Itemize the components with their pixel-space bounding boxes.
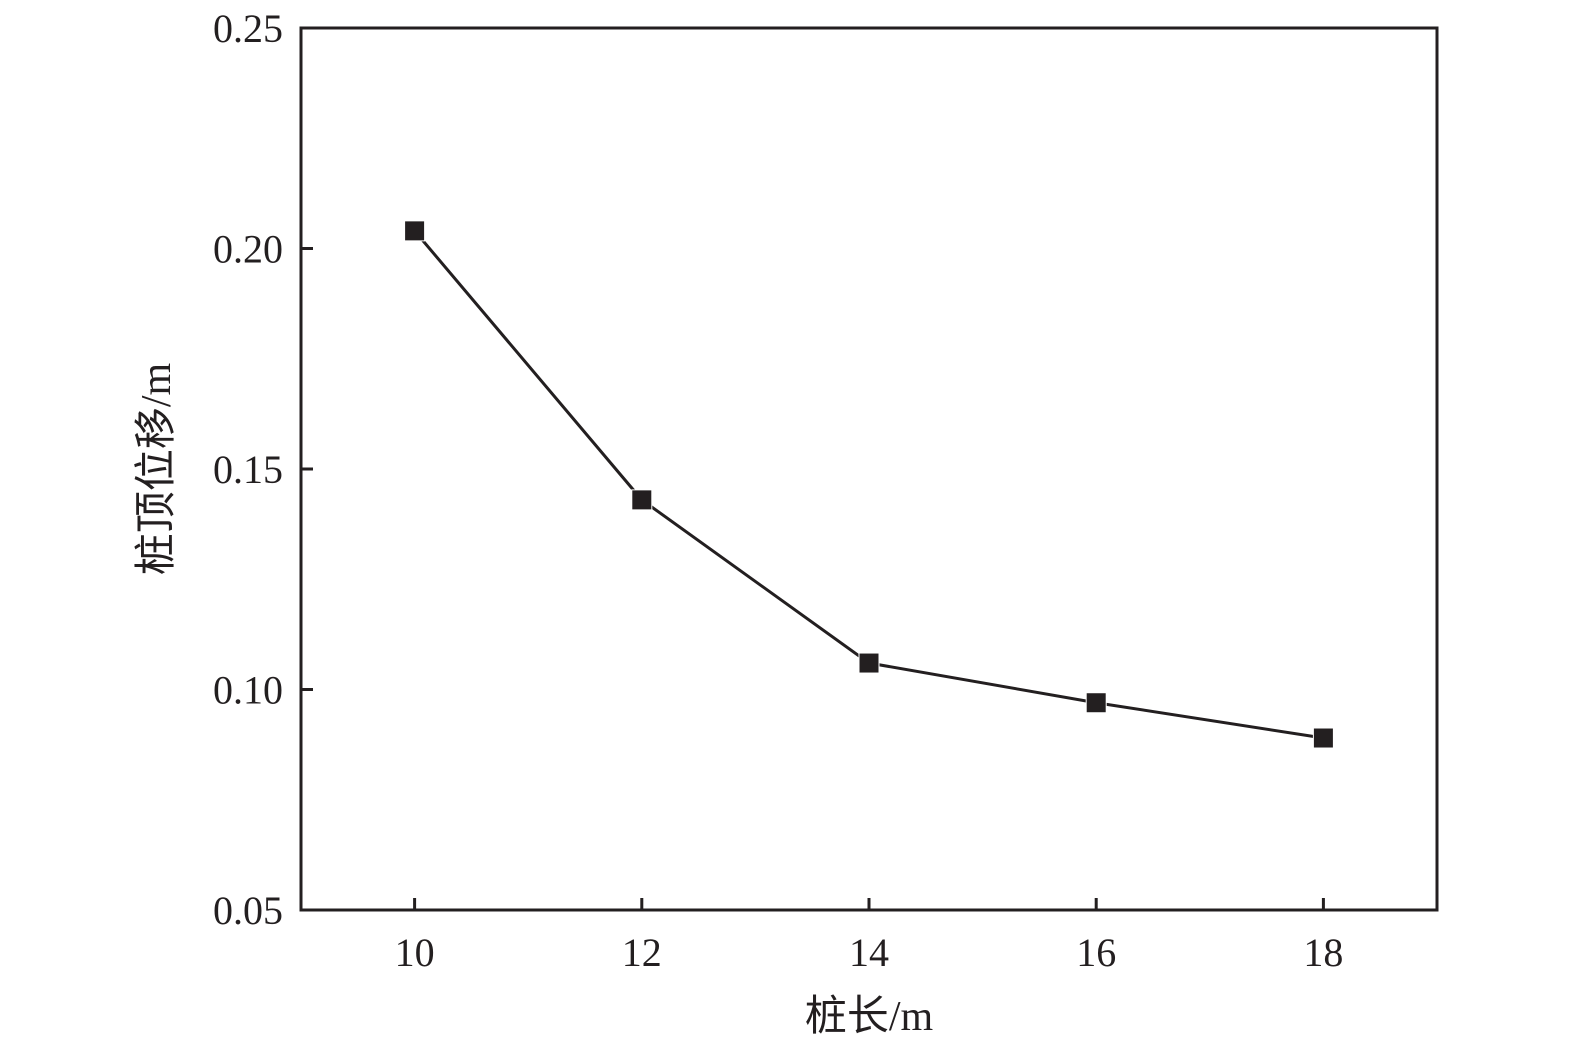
data-point-marker — [404, 220, 426, 242]
x-axis-title: 桩长/m — [805, 994, 934, 1040]
x-tick-label: 10 — [395, 930, 435, 975]
y-axis-title: 桩顶位移/m — [133, 363, 180, 576]
x-tick-label: 14 — [849, 930, 889, 975]
data-point-marker — [631, 489, 653, 511]
plot-frame — [299, 26, 1439, 912]
y-axis-ticks: 0.05 0.10 0.15 0.20 0.25 — [213, 6, 313, 933]
y-tick-label: 0.20 — [213, 227, 283, 272]
series-layer — [404, 220, 1334, 749]
y-tick-label: 0.05 — [213, 888, 283, 933]
y-tick-label: 0.10 — [213, 668, 283, 713]
data-point-marker — [1312, 727, 1334, 749]
x-tick-label: 12 — [622, 930, 662, 975]
x-axis-ticks: 10 12 14 16 18 — [395, 898, 1343, 975]
x-tick-label: 18 — [1303, 930, 1343, 975]
y-tick-label: 0.25 — [213, 6, 283, 51]
data-point-marker — [1085, 692, 1107, 714]
x-tick-label: 16 — [1076, 930, 1116, 975]
data-point-marker — [858, 652, 880, 674]
y-tick-label: 0.15 — [213, 447, 283, 492]
